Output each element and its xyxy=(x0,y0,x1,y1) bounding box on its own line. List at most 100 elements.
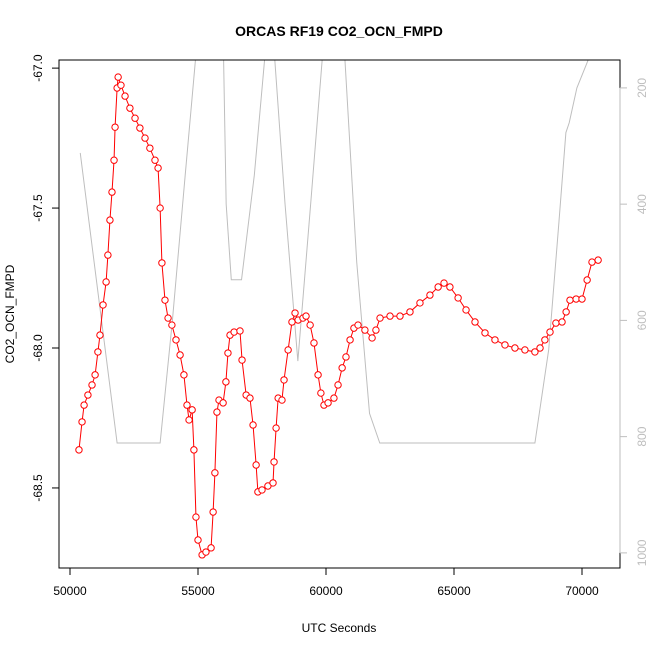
data-point xyxy=(578,295,586,303)
data-point xyxy=(302,312,310,320)
data-point xyxy=(96,331,104,339)
data-point xyxy=(213,408,221,416)
data-point xyxy=(272,424,280,432)
y-tick-label: -68.0 xyxy=(31,334,45,362)
data-point xyxy=(446,283,454,291)
data-point xyxy=(269,479,277,487)
data-point xyxy=(161,296,169,304)
data-point xyxy=(111,123,119,131)
data-point xyxy=(562,308,570,316)
y2-tick-label: 200 xyxy=(635,78,649,98)
data-point xyxy=(361,326,369,334)
data-point xyxy=(84,391,92,399)
plot-area xyxy=(75,60,602,559)
data-point xyxy=(136,124,144,132)
data-point xyxy=(434,283,442,291)
data-point xyxy=(406,308,414,316)
data-point xyxy=(164,314,172,322)
x-tick-label: 50000 xyxy=(53,584,87,598)
y2-tick-label: 600 xyxy=(635,310,649,330)
data-point xyxy=(536,344,544,352)
data-point xyxy=(558,318,566,326)
data-point xyxy=(156,204,164,212)
data-point xyxy=(288,318,296,326)
data-point xyxy=(183,401,191,409)
data-point xyxy=(114,73,122,81)
data-point xyxy=(491,336,499,344)
data-point xyxy=(94,348,102,356)
chart-title: ORCAS RF19 CO2_OCN_FMPD xyxy=(235,23,443,39)
data-point xyxy=(531,348,539,356)
y2-tick-label: 1000 xyxy=(635,539,649,566)
data-point xyxy=(236,327,244,335)
data-point xyxy=(117,81,125,89)
data-point xyxy=(270,458,278,466)
data-point xyxy=(462,306,470,314)
data-point xyxy=(192,513,200,521)
data-point xyxy=(172,336,180,344)
data-point xyxy=(583,276,591,284)
data-point xyxy=(219,399,227,407)
data-point xyxy=(154,164,162,172)
data-point xyxy=(284,346,292,354)
data-point xyxy=(396,312,404,320)
data-point xyxy=(230,328,238,336)
data-point xyxy=(368,334,376,342)
data-point xyxy=(471,318,479,326)
data-point xyxy=(211,469,219,477)
data-point xyxy=(416,299,424,307)
data-point xyxy=(552,319,560,327)
data-point xyxy=(376,314,384,322)
y-tick-label: -68.5 xyxy=(31,474,45,502)
data-point xyxy=(426,291,434,299)
data-point xyxy=(354,321,362,329)
data-point xyxy=(334,381,342,389)
x-tick-label: 70000 xyxy=(565,584,599,598)
data-point xyxy=(188,406,196,414)
x-axis-label: UTC Seconds xyxy=(302,621,377,635)
data-point xyxy=(131,114,139,122)
data-point xyxy=(314,371,322,379)
data-point xyxy=(80,401,88,409)
data-point xyxy=(372,326,380,334)
x-tick-label: 65000 xyxy=(437,584,471,598)
data-point xyxy=(110,156,118,164)
data-point xyxy=(104,251,112,259)
data-point xyxy=(106,216,114,224)
data-point xyxy=(317,389,325,397)
x-tick-label: 55000 xyxy=(181,584,215,598)
data-point xyxy=(291,309,299,317)
data-point xyxy=(249,421,257,429)
data-point xyxy=(209,508,217,516)
data-point xyxy=(194,536,202,544)
data-line xyxy=(78,76,599,556)
data-point xyxy=(126,104,134,112)
y2-tick-label: 800 xyxy=(635,426,649,446)
data-point xyxy=(180,371,188,379)
data-point xyxy=(238,356,246,364)
data-point xyxy=(454,294,462,302)
data-point xyxy=(511,344,519,352)
data-point xyxy=(246,394,254,402)
data-point xyxy=(588,258,596,266)
data-point xyxy=(168,321,176,329)
data-point xyxy=(78,418,86,426)
data-point xyxy=(121,92,129,100)
data-point xyxy=(102,278,110,286)
data-point xyxy=(224,349,232,357)
y2-tick-label: 400 xyxy=(635,194,649,214)
data-point xyxy=(99,301,107,309)
data-point xyxy=(151,156,159,164)
data-point xyxy=(91,371,99,379)
data-point xyxy=(386,312,394,320)
data-point xyxy=(75,446,83,454)
data-point xyxy=(202,548,210,556)
data-point xyxy=(190,446,198,454)
data-point xyxy=(280,376,288,384)
y-axis-label: CO2_OCN_FMPD xyxy=(3,264,17,363)
data-point xyxy=(324,399,332,407)
data-point xyxy=(566,296,574,304)
data-point xyxy=(594,256,602,264)
data-point xyxy=(306,321,314,329)
data-point xyxy=(252,461,260,469)
